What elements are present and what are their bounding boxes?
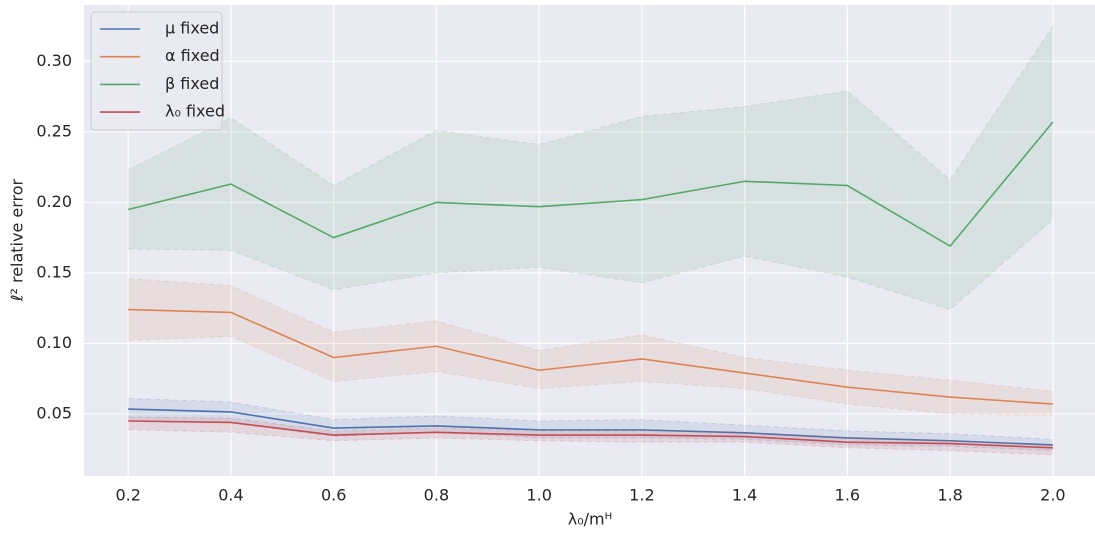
plot-area — [84, 5, 1095, 476]
error-band — [128, 278, 1053, 416]
x-tick-label: 1.4 — [732, 486, 757, 505]
y-tick-label: 0.30 — [36, 51, 72, 70]
x-tick-label: 2.0 — [1040, 486, 1065, 505]
x-tick-label: 1.8 — [937, 486, 962, 505]
y-tick-label: 0.20 — [36, 192, 72, 211]
y-tick-label: 0.05 — [36, 403, 72, 422]
series-line — [128, 308, 1053, 405]
band-edge — [128, 335, 1053, 416]
x-tick-label: 0.8 — [424, 486, 449, 505]
series-line — [128, 408, 1053, 446]
band-edge — [128, 218, 1054, 311]
band-edge — [128, 428, 1053, 456]
error-band — [128, 26, 1053, 310]
legend-label: λ₀ fixed — [165, 102, 225, 121]
band-edge — [128, 397, 1053, 440]
error-band — [128, 398, 1053, 451]
legend-label: β fixed — [165, 74, 219, 93]
series-line — [127, 121, 1054, 248]
x-tick-label: 0.2 — [115, 486, 140, 505]
y-axis-label: ℓ² relative error — [8, 178, 27, 302]
legend-label: α fixed — [165, 46, 220, 65]
y-tick-label: 0.15 — [36, 262, 72, 281]
band-edge — [127, 25, 1054, 187]
x-tick-label: 1.0 — [526, 486, 551, 505]
series-line — [128, 420, 1053, 449]
x-tick-label: 1.2 — [629, 486, 654, 505]
legend-box — [90, 11, 223, 131]
y-tick-label: 0.10 — [36, 333, 72, 352]
x-tick-label: 0.6 — [321, 486, 346, 505]
x-axis-label: λ₀/mᴴ — [568, 510, 612, 529]
y-tick-label: 0.25 — [36, 121, 72, 140]
legend-label: μ fixed — [165, 19, 219, 38]
x-tick-label: 1.6 — [835, 486, 860, 505]
band-edge — [128, 416, 1053, 446]
x-tick-label: 0.4 — [218, 486, 243, 505]
legend: μ fixed α fixed β fixed λ₀ fixed — [90, 11, 225, 131]
band-edge — [128, 278, 1053, 392]
